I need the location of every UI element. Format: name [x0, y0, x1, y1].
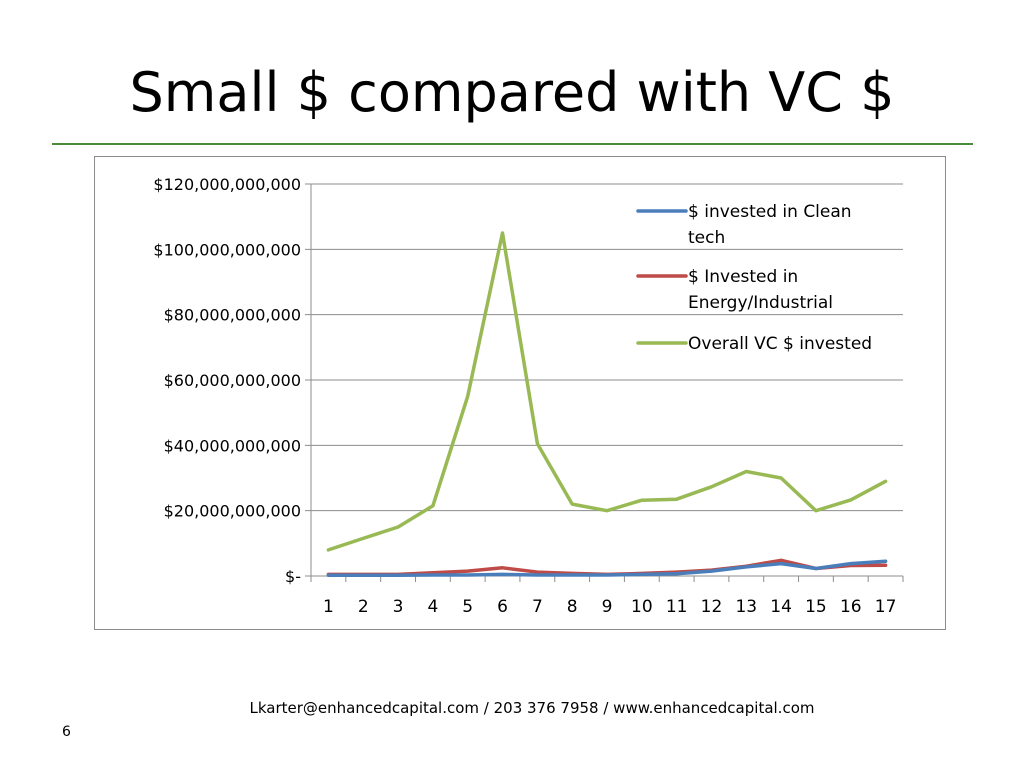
- x-tick-label: 11: [666, 597, 688, 617]
- series-line: [326, 231, 888, 552]
- x-tick-label: 6: [497, 597, 508, 617]
- legend-label: Energy/Industrial: [688, 293, 833, 313]
- footer-contact: Lkarter@enhancedcapital.com / 203 376 79…: [249, 699, 815, 717]
- series-lines: [326, 231, 888, 578]
- axes: [305, 184, 904, 582]
- y-tick-label: $100,000,000,000: [153, 240, 301, 259]
- x-tick-label: 9: [602, 597, 613, 617]
- y-tick-label: $-: [285, 567, 301, 586]
- chart-frame: $- $20,000,000,000 $40,000,000,000 $60,000,…: [94, 156, 946, 630]
- x-tick-label: 8: [567, 597, 578, 617]
- x-tick-label: 1: [323, 597, 334, 617]
- legend-label: $ Invested in: [688, 267, 798, 287]
- series-line: [326, 559, 888, 578]
- x-tick-label: 13: [735, 597, 757, 617]
- x-tick-label: 10: [631, 597, 653, 617]
- y-tick-label: $40,000,000,000: [164, 436, 301, 455]
- x-axis-labels: 1 2 3 4 5 6 7 8 9 10 11 12 13 14 15 16 17: [323, 597, 896, 617]
- x-tick-label: 14: [770, 597, 792, 617]
- y-tick-label: $60,000,000,000: [164, 371, 301, 390]
- line-chart: $- $20,000,000,000 $40,000,000,000 $60,000,…: [153, 175, 904, 617]
- x-tick-label: 7: [532, 597, 543, 617]
- x-tick-label: 17: [875, 597, 897, 617]
- legend: $ invested in Clean tech $ Invested in Ener…: [636, 202, 872, 354]
- x-tick-label: 5: [462, 597, 473, 617]
- x-tick-label: 4: [427, 597, 438, 617]
- y-tick-label: $120,000,000,000: [153, 175, 301, 194]
- y-axis-labels: $- $20,000,000,000 $40,000,000,000 $60,000,…: [153, 175, 301, 586]
- page-number: 6: [62, 724, 71, 740]
- title-divider: [52, 143, 973, 145]
- legend-label: Overall VC $ invested: [688, 334, 872, 354]
- y-tick-label: $80,000,000,000: [164, 306, 301, 325]
- legend-label: tech: [688, 228, 725, 248]
- x-tick-label: 15: [805, 597, 827, 617]
- x-tick-label: 2: [358, 597, 369, 617]
- grid-lines: [305, 183, 903, 512]
- slide-title: Small $ compared with VC $: [129, 61, 895, 124]
- x-tick-label: 3: [393, 597, 404, 617]
- x-tick-label: 12: [701, 597, 723, 617]
- y-tick-label: $20,000,000,000: [164, 502, 301, 521]
- legend-label: $ invested in Clean: [688, 202, 852, 222]
- x-tick-label: 16: [840, 597, 862, 617]
